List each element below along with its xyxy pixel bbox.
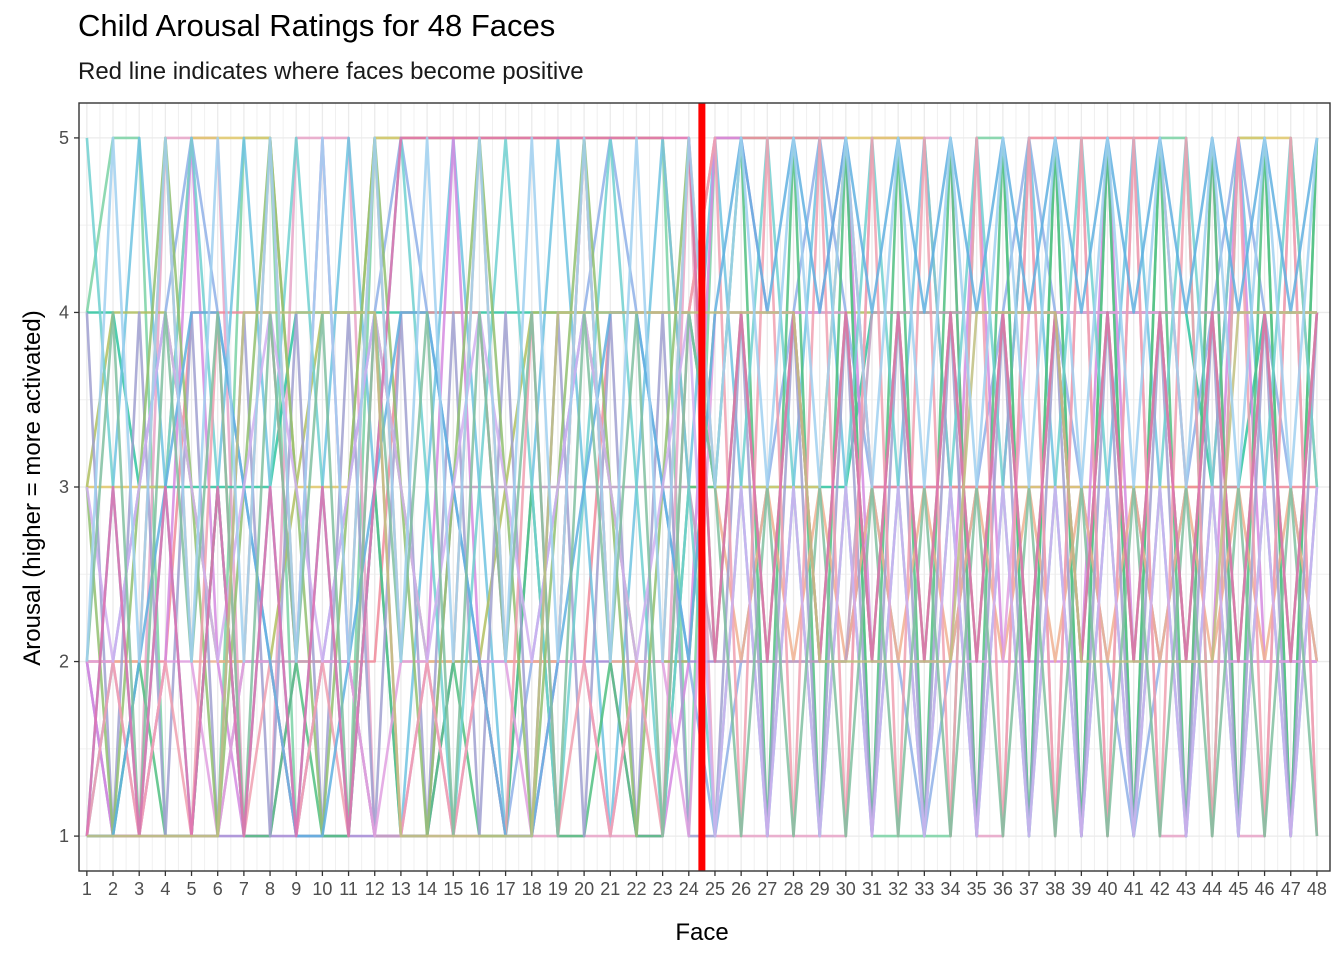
y-tick-label: 5 <box>59 128 69 148</box>
x-tick-label: 31 <box>862 879 882 899</box>
x-tick-label: 2 <box>108 879 118 899</box>
x-tick-label: 16 <box>469 879 489 899</box>
x-tick-label: 10 <box>312 879 332 899</box>
x-tick-label: 22 <box>626 879 646 899</box>
x-tick-label: 40 <box>1098 879 1118 899</box>
x-tick-label: 35 <box>967 879 987 899</box>
chart-subtitle: Red line indicates where faces become po… <box>78 58 584 85</box>
x-tick-label: 17 <box>496 879 516 899</box>
x-tick-label: 12 <box>365 879 385 899</box>
y-tick-label: 4 <box>59 302 69 322</box>
x-tick-label: 19 <box>548 879 568 899</box>
x-tick-label: 48 <box>1307 879 1327 899</box>
x-tick-label: 18 <box>522 879 542 899</box>
x-tick-label: 46 <box>1255 879 1275 899</box>
chart-title: Child Arousal Ratings for 48 Faces <box>78 8 556 43</box>
y-tick-label: 2 <box>59 652 69 672</box>
x-tick-label: 8 <box>265 879 275 899</box>
x-tick-label: 21 <box>600 879 620 899</box>
x-tick-label: 1 <box>82 879 92 899</box>
x-tick-label: 47 <box>1281 879 1301 899</box>
x-tick-label: 23 <box>653 879 673 899</box>
x-tick-label: 26 <box>731 879 751 899</box>
x-tick-label: 36 <box>993 879 1013 899</box>
x-tick-label: 30 <box>836 879 856 899</box>
x-tick-label: 6 <box>213 879 223 899</box>
x-tick-label: 25 <box>705 879 725 899</box>
x-tick-label: 9 <box>291 879 301 899</box>
x-tick-label: 28 <box>783 879 803 899</box>
x-tick-label: 42 <box>1150 879 1170 899</box>
x-tick-label: 43 <box>1176 879 1196 899</box>
x-tick-label: 45 <box>1228 879 1248 899</box>
y-axis-title: Arousal (higher = more activated) <box>19 310 46 666</box>
x-tick-label: 37 <box>1019 879 1039 899</box>
x-tick-label: 44 <box>1202 879 1222 899</box>
x-tick-label: 4 <box>160 879 170 899</box>
x-tick-label: 32 <box>888 879 908 899</box>
x-tick-label: 11 <box>339 879 358 899</box>
x-tick-label: 20 <box>574 879 594 899</box>
y-axis-ticks: 1 2 3 4 5 <box>59 128 79 846</box>
x-tick-label: 7 <box>239 879 249 899</box>
y-tick-label: 1 <box>59 826 69 846</box>
x-tick-label: 27 <box>757 879 777 899</box>
x-tick-label: 38 <box>1045 879 1065 899</box>
y-tick-label: 3 <box>59 477 69 497</box>
x-tick-label: 3 <box>134 879 144 899</box>
x-axis-title: Face <box>675 919 728 946</box>
x-tick-label: 24 <box>679 879 699 899</box>
x-tick-label: 15 <box>443 879 463 899</box>
x-tick-label: 29 <box>810 879 830 899</box>
x-tick-label: 34 <box>940 879 960 899</box>
x-tick-label: 33 <box>914 879 934 899</box>
x-axis-ticks: 1 2 3 4 5 6 7 8 9 10 11 12 13 14 15 16 17 18 19 20 21 22 23 24 2… <box>82 871 1327 899</box>
x-tick-label: 5 <box>187 879 197 899</box>
x-tick-label: 39 <box>1071 879 1091 899</box>
x-tick-label: 13 <box>391 879 411 899</box>
x-tick-label: 41 <box>1124 879 1144 899</box>
x-tick-label: 14 <box>417 879 437 899</box>
